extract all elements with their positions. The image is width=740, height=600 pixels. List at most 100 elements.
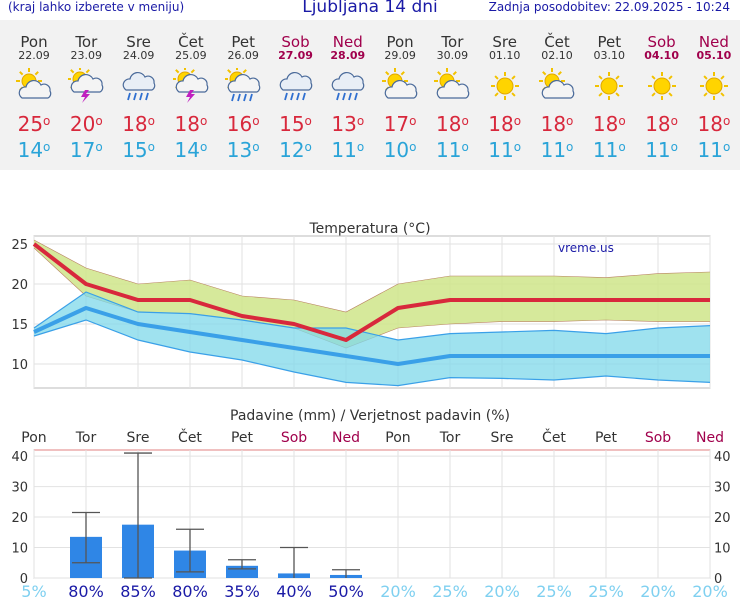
min-temp-line xyxy=(33,306,710,366)
y-tick-label: 10 xyxy=(11,358,28,373)
y-tick-label-right: 0 xyxy=(714,572,722,587)
precip-probability: 80% xyxy=(172,582,208,600)
min-temp: 13o xyxy=(226,138,260,162)
x-tick-label: Ned xyxy=(696,430,724,446)
x-tick-label: Sob xyxy=(281,430,307,446)
precip-probability: 25% xyxy=(536,582,572,600)
band-edge xyxy=(33,239,711,313)
min-temp: 14o xyxy=(174,138,208,162)
max-temp: 18o xyxy=(435,112,469,136)
forecast-day: Pon 29.09 17o 10o xyxy=(374,20,426,162)
forecast-day: Čet 25.09 18o 14o xyxy=(165,20,217,162)
day-name: Sob xyxy=(647,33,676,51)
precip-probability: 20% xyxy=(692,582,728,600)
x-tick-label: Tor xyxy=(439,430,461,446)
min-temp: 11o xyxy=(540,138,574,162)
max-temp: 18o xyxy=(174,112,208,136)
min-temp: 17o xyxy=(69,138,103,162)
day-date: 24.09 xyxy=(122,49,155,62)
max-temp: 18o xyxy=(540,112,574,136)
max-temp: 18o xyxy=(122,112,155,136)
sun-cloud-icon[interactable] xyxy=(539,68,575,104)
sun-cloud-rain-icon[interactable] xyxy=(225,68,261,104)
band-edge xyxy=(33,319,711,387)
precip-probability: 5% xyxy=(21,582,46,600)
min-temp: 11o xyxy=(435,138,469,162)
day-date: 25.09 xyxy=(175,49,207,62)
day-date: 26.09 xyxy=(227,49,259,62)
x-tick-label: Pet xyxy=(231,430,254,446)
day-name: Čet xyxy=(178,33,204,51)
day-date: 22.09 xyxy=(18,49,50,62)
day-name: Ned xyxy=(698,33,729,51)
min-temp: 15o xyxy=(122,138,155,162)
sun-icon[interactable] xyxy=(696,68,732,104)
precip-probability: 80% xyxy=(68,582,104,600)
day-date: 29.09 xyxy=(384,49,416,62)
day-date: 05.10 xyxy=(696,49,732,62)
sun-icon[interactable] xyxy=(591,68,627,104)
day-date: 28.09 xyxy=(330,49,366,62)
precip-probability: 25% xyxy=(432,582,468,600)
y-tick-label-right: 10 xyxy=(714,542,731,557)
y-tick-label: 15 xyxy=(11,318,28,333)
day-name: Čet xyxy=(544,33,570,51)
y-tick-label: 25 xyxy=(11,238,28,253)
precip-probability: 85% xyxy=(120,582,156,600)
min-temp: 10o xyxy=(383,138,417,162)
chart-title: Temperatura (°C) xyxy=(308,221,430,237)
cloud-rain-icon[interactable] xyxy=(330,68,366,104)
day-date: 03.10 xyxy=(593,49,626,62)
sun-cloud-icon[interactable] xyxy=(382,68,418,104)
sun-cloud-icon[interactable] xyxy=(434,68,470,104)
last-update: Zadnja posodobitev: 22.09.2025 - 10:24 xyxy=(488,0,730,14)
max-temp: 18o xyxy=(645,112,678,136)
cloud-rain-icon[interactable] xyxy=(121,68,157,104)
day-name: Sob xyxy=(281,33,310,51)
y-tick-label: 20 xyxy=(11,278,28,293)
y-tick-label: 10 xyxy=(11,542,28,557)
day-name: Ned xyxy=(332,33,363,51)
forecast-day: Sob 04.10 18o 11o xyxy=(636,20,688,162)
sun-thunderstorm-icon[interactable] xyxy=(172,68,209,104)
forecast-day: Sre 01.10 18o 11o xyxy=(479,20,531,162)
sun-cloud-icon[interactable] xyxy=(16,68,52,104)
day-date: 23.09 xyxy=(70,49,103,62)
min-temp: 12o xyxy=(279,138,312,162)
max-temp: 13o xyxy=(331,112,365,136)
precipitation-chart: Padavine (mm) / Verjetnost padavin (%) Po… xyxy=(11,408,730,600)
sun-icon[interactable] xyxy=(487,68,523,104)
day-name: Tor xyxy=(441,33,464,51)
precip-probability: 20% xyxy=(380,582,416,600)
x-tick-label: Tor xyxy=(75,430,97,446)
x-tick-label: Sre xyxy=(491,430,514,446)
precip-probability: 40% xyxy=(276,582,312,600)
max-temp: 18o xyxy=(488,112,522,136)
x-tick-label: Sre xyxy=(127,430,150,446)
region-menu-link[interactable]: (kraj lahko izberete v meniju) xyxy=(8,0,185,14)
forecast-day: Ned 28.09 13o 11o xyxy=(322,20,374,162)
max-temp-line xyxy=(32,242,710,342)
max-temp: 17o xyxy=(383,112,417,136)
y-tick-label: 20 xyxy=(11,511,28,526)
min-temp: 11o xyxy=(697,138,731,162)
cloud-rain-icon[interactable] xyxy=(278,68,314,104)
y-tick-label-right: 40 xyxy=(714,450,731,465)
temperature-chart: Temperatura (°C) 10 15 20 25 vreme.us xyxy=(11,221,711,389)
precip-probability: 35% xyxy=(224,582,260,600)
min-temp: 11o xyxy=(331,138,365,162)
sun-thunderstorm-icon[interactable] xyxy=(68,68,104,104)
min-temp: 14o xyxy=(17,138,51,162)
day-name: Sre xyxy=(126,33,151,51)
day-name: Tor xyxy=(75,33,98,51)
max-temp-band xyxy=(34,240,710,348)
x-tick-label: Čet xyxy=(178,428,202,446)
max-temp: 15o xyxy=(279,112,312,136)
forecast-day: Pon 22.09 25o 14o xyxy=(8,20,60,162)
x-tick-label: Pon xyxy=(21,430,46,446)
sun-icon[interactable] xyxy=(644,68,680,104)
daily-forecast-strip: Pon 22.09 25o 14o Tor 23.09 20o 17o Sre 24.09 18o 1… xyxy=(0,20,740,170)
precip-probability: 20% xyxy=(640,582,676,600)
forecast-charts: Temperatura (°C) 10 15 20 25 vreme.us Padavin… xyxy=(11,221,730,600)
x-tick-label: Pon xyxy=(385,430,410,446)
